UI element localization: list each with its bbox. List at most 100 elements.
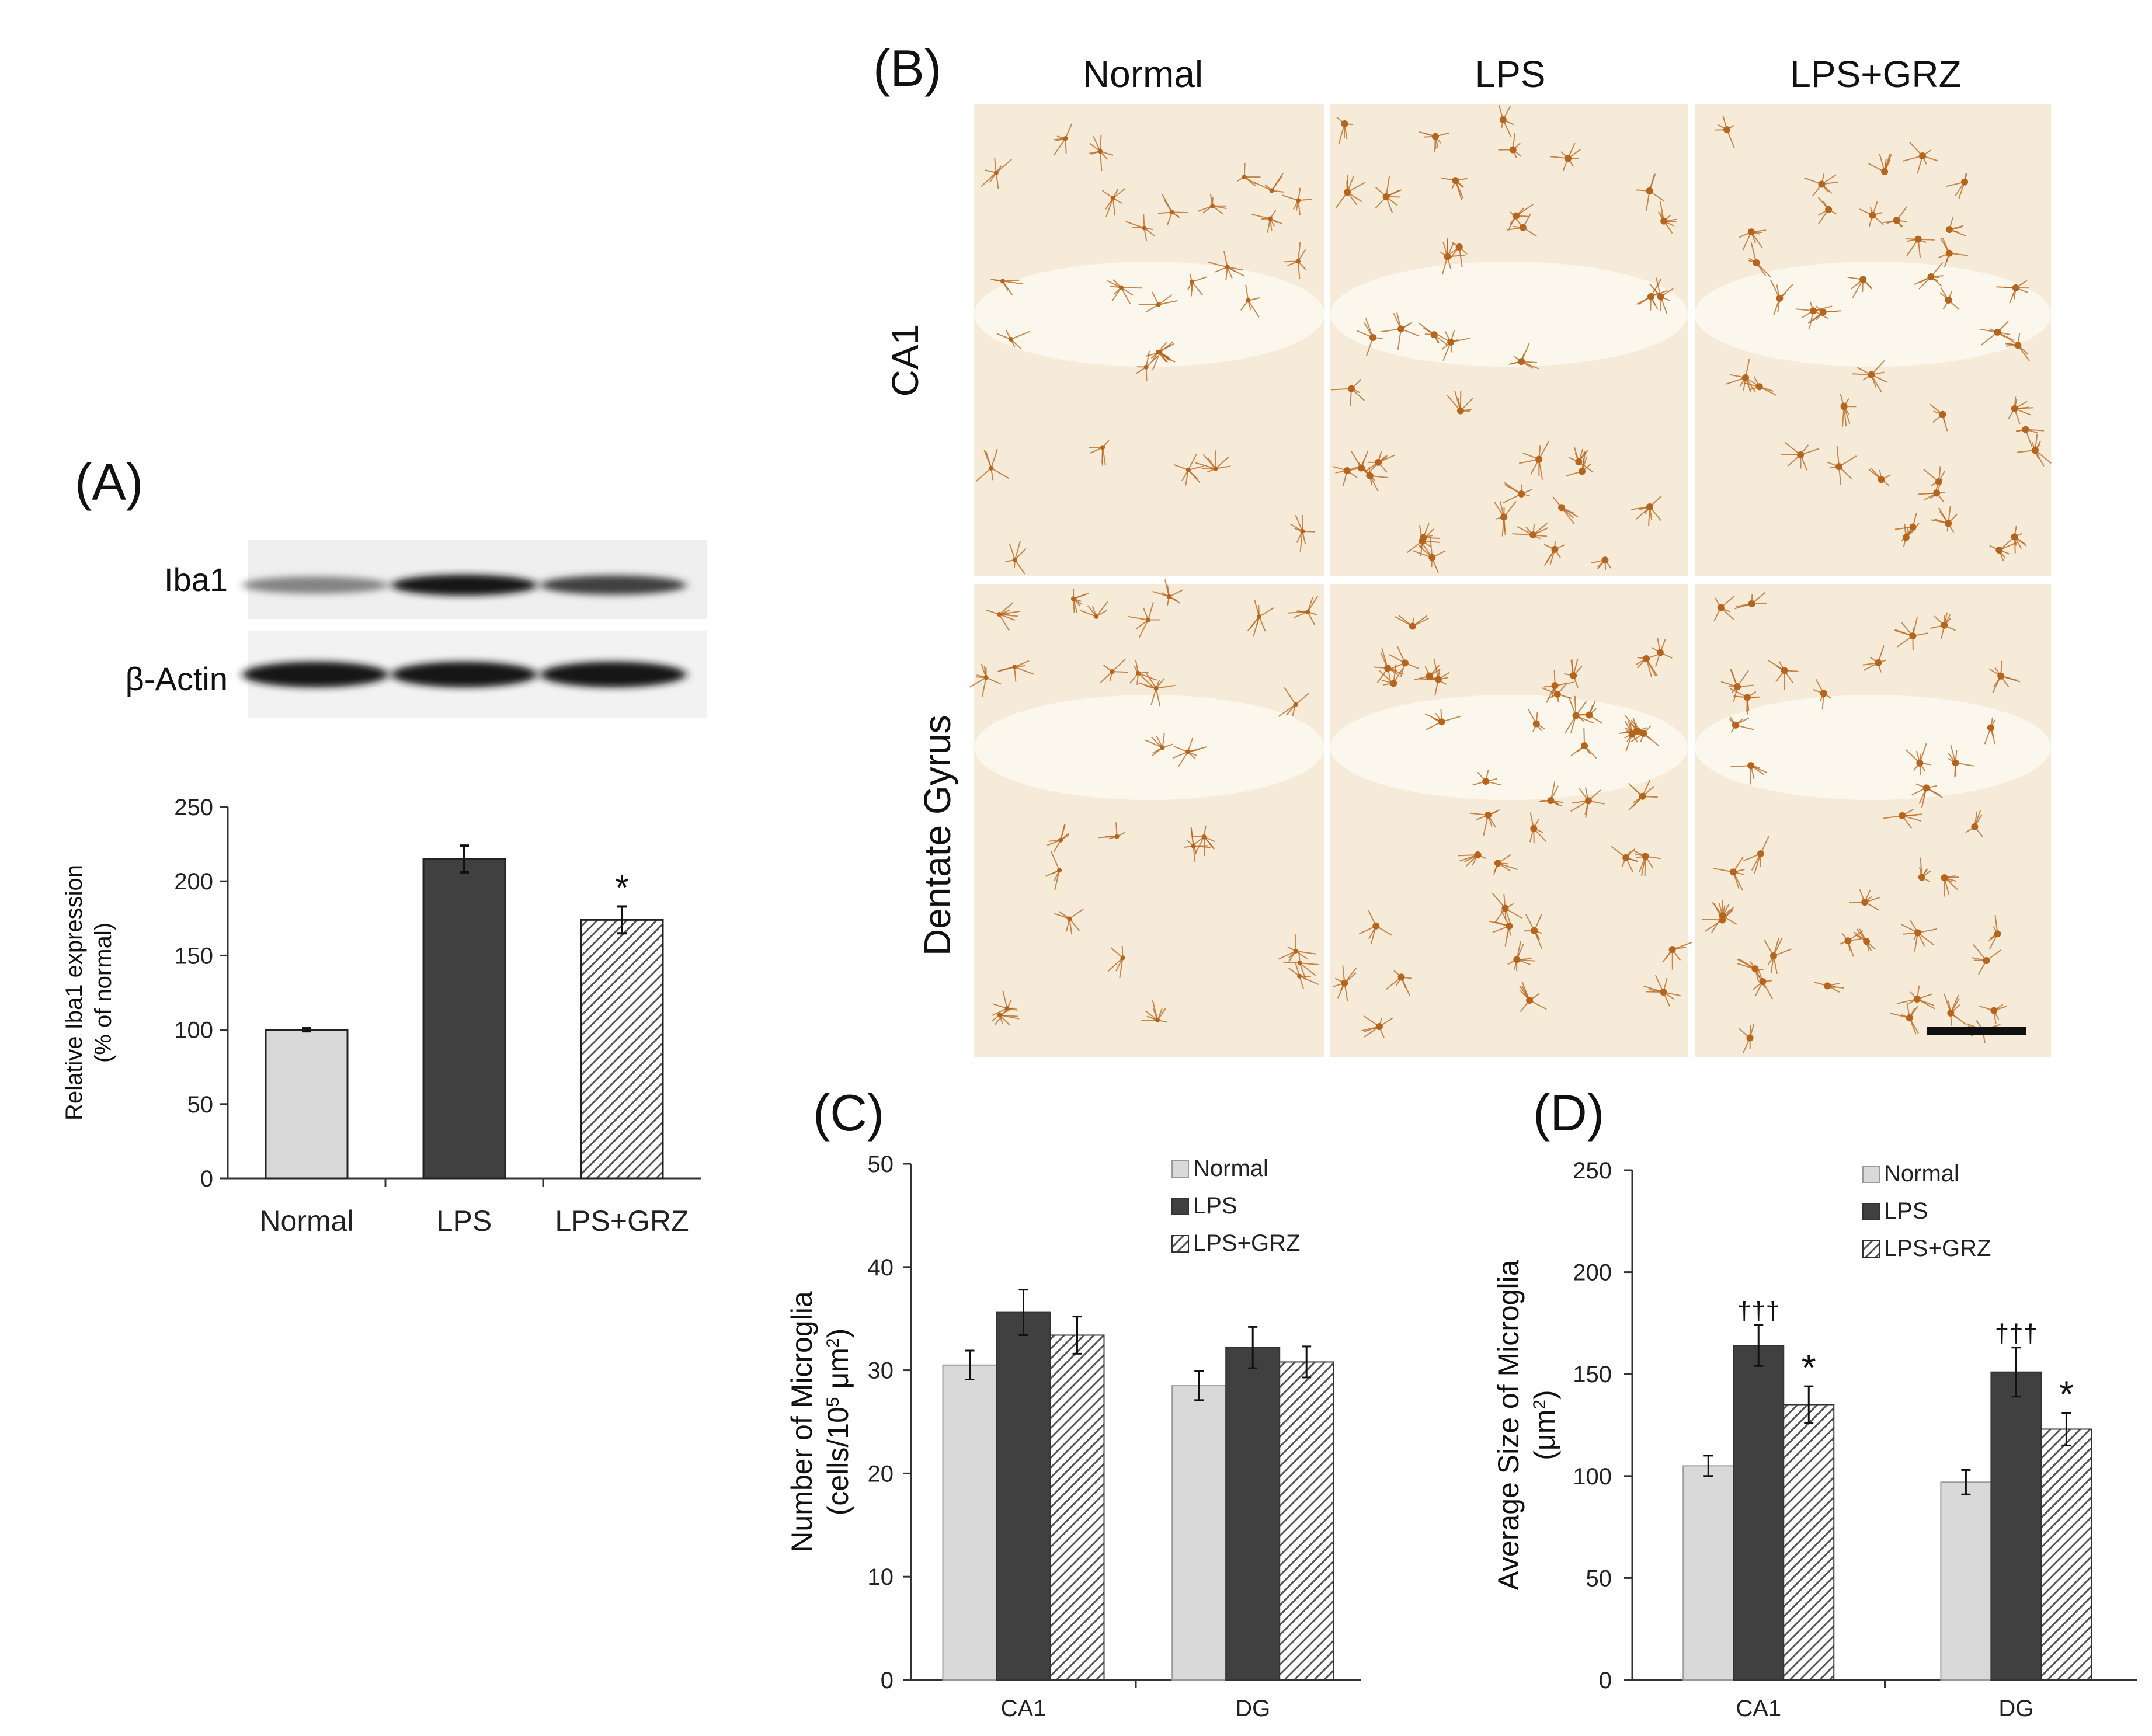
microglia-process [1002,280,1023,285]
microglia-cell [1852,360,1887,393]
microglia-process [1672,942,1692,951]
legend-swatch [1862,1166,1880,1183]
y-axis-label-line: (% of normal) [91,923,116,1063]
microglia-process [1258,616,1266,632]
microglia-process [1522,227,1537,237]
microglia-process [1002,280,1009,291]
microglia-process [1909,1006,1918,1018]
microglia-process [1378,1026,1385,1038]
microglia-cell [1906,235,1935,258]
microglia-process [1742,1038,1751,1054]
microglia-process [1135,660,1139,674]
microglia-process [995,172,999,189]
microglia-process [1912,513,1917,527]
microglia-process [1579,788,1589,801]
microglia-process [1372,336,1383,339]
microglia-process [1879,153,1886,172]
microglia-cell [1358,910,1392,944]
microglia-process [1722,909,1732,916]
microglia-process [1363,468,1371,476]
microglia-process [1193,846,1196,862]
microglia-process [1173,746,1188,753]
microglia-process [996,159,1012,173]
microglia-process [1187,737,1194,752]
microglia-process [1828,208,1837,215]
microglia-process [1188,469,1198,480]
microglia-process [1145,304,1159,313]
microglia-process [1441,715,1461,723]
micrograph-tile [1695,104,2052,576]
microglia-cell [1494,500,1517,537]
microglia-process [2014,408,2021,425]
microglia-process [1742,231,1752,251]
microglia-process [1145,350,1150,367]
microglia-process [1754,981,1764,997]
microglia-process [1152,352,1161,370]
microglia-process [1767,955,1774,966]
microglia-process [1560,151,1569,159]
microglia-cell [992,990,1018,1025]
microglia-process [1396,646,1406,663]
microglia-process [1576,715,1594,724]
microglia-process [1655,652,1661,667]
microglia-process [1278,950,1296,960]
microglia-process [1087,605,1097,617]
microglia-process [2015,429,2026,432]
microglia-process [1158,300,1178,305]
microglia-process [1955,749,1958,763]
microglia-process [1950,1004,1960,1014]
microglia-process [1905,749,1921,764]
microglia-process [1054,869,1061,881]
microglia-process [1855,934,1867,942]
microglia-process [1977,960,1987,975]
microglia-process [1073,593,1089,600]
microglia-process [1578,451,1586,462]
microglia-cell [1101,188,1126,217]
microglia-cell [1914,262,1944,290]
microglia-cell [1385,970,1412,996]
microglia-cell [990,278,1023,295]
chart-c: 0 10 20 30 40 50 Number of Microglia (cells/105… [785,1151,1361,1721]
microglia-process [1840,940,1848,945]
microglia-process [1663,977,1668,993]
microglia-process [1203,836,1205,857]
microglia-process [1105,197,1114,217]
microglia-process [1912,617,1918,636]
microglia-cell [2007,396,2033,425]
microglia-process [1058,910,1070,920]
microglia-process [1852,373,1872,375]
microglia-process [1733,869,1745,873]
microglia-process [1424,133,1436,137]
microglia-process [1543,549,1556,566]
microglia-cell [1379,664,1403,687]
microglia-process [1778,661,1785,671]
microglia-process [1720,607,1734,621]
microglia-process [1849,902,1865,904]
microglia-process [1292,200,1299,210]
microglia-process [1989,328,1998,333]
microglia-cell [1652,637,1673,667]
bar [1225,1347,1281,1681]
microglia-process [1859,928,1867,942]
microglia-process [1502,119,1512,138]
microglia-process [1389,662,1406,670]
microglia-process [1930,624,1945,629]
microglia-process [1738,1028,1751,1039]
microglia-process [1483,815,1489,836]
microglia-cell [1938,238,1968,267]
microglia-process [1733,871,1744,875]
microglia-process [1730,374,1746,378]
microglia-process [1442,242,1448,257]
microglia-process [1107,957,1124,972]
microglia-process [1755,262,1767,276]
microglia-process [1152,747,1163,756]
microglia-process [1773,298,1781,316]
microglia-process [1376,667,1389,684]
chart-d: 0 50 100 150 200 250 Average Size of Microglia… [1492,1158,2137,1721]
microglia-process [997,333,1011,340]
microglia-process [1550,156,1569,159]
microglia-cell [1107,279,1142,304]
microglia-process [1053,138,1066,141]
legend-label: LPS+GRZ [1193,1230,1300,1256]
